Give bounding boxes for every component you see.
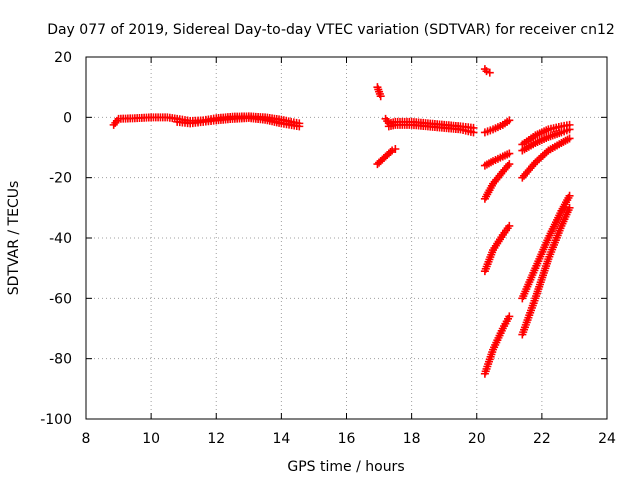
data-point: [505, 160, 514, 169]
x-tick-label: 20: [468, 431, 486, 447]
x-tick-label: 8: [82, 431, 91, 447]
x-tick-label: 10: [142, 431, 160, 447]
series-late2-60: [518, 191, 574, 303]
y-tick-labels: 20 0 -20 -40 -60 -80 -100: [40, 50, 72, 428]
y-tick-label: -80: [49, 352, 72, 368]
data-point: [485, 68, 494, 77]
data-points: [109, 65, 574, 378]
series-late-20b: [480, 149, 514, 170]
data-point: [376, 92, 385, 101]
series-mid-pass-b: [384, 120, 478, 137]
data-point: [542, 148, 551, 157]
data-point: [469, 128, 478, 137]
data-point: [565, 125, 574, 134]
x-tick-label: 14: [272, 431, 290, 447]
series-late-85: [480, 312, 514, 378]
data-point: [505, 221, 514, 230]
series-late2-upper-b: [518, 125, 574, 155]
data-point: [505, 116, 514, 125]
data-point: [295, 122, 304, 131]
series-late-50: [480, 221, 514, 276]
data-point: [386, 148, 395, 157]
y-tick-label: 20: [54, 50, 72, 66]
x-axis-label: GPS time / hours: [287, 459, 404, 475]
grid-lines: [86, 57, 607, 419]
x-tick-label: 22: [533, 431, 551, 447]
data-point: [565, 191, 574, 200]
series-spike-high: [373, 83, 385, 101]
x-tick-label: 18: [403, 431, 421, 447]
series-early-pass-b: [173, 113, 304, 131]
data-point: [565, 203, 574, 212]
y-tick-label: 0: [63, 110, 72, 126]
data-point: [565, 134, 574, 143]
x-tick-labels: 8 10 12 14 16 18 20 22 24: [82, 431, 616, 447]
y-tick-label: -100: [40, 412, 72, 428]
series-late-27: [480, 160, 514, 203]
series-late-upper: [480, 116, 514, 137]
x-tick-label: 12: [207, 431, 225, 447]
series-spike-low: [373, 145, 400, 169]
series-late-flat-top: [480, 65, 494, 77]
x-tick-label: 24: [598, 431, 616, 447]
data-point: [505, 312, 514, 321]
y-tick-label: -60: [49, 291, 72, 307]
y-tick-label: -40: [49, 231, 72, 247]
series-late2-72: [518, 203, 574, 339]
chart-title: Day 077 of 2019, Sidereal Day-to-day VTE…: [47, 22, 615, 38]
series-late2-20: [518, 134, 574, 182]
data-point: [391, 145, 400, 154]
data-point: [505, 149, 514, 158]
y-tick-label: -20: [49, 171, 72, 187]
y-axis-label: SDTVAR / TECUs: [6, 181, 22, 296]
x-tick-label: 16: [338, 431, 356, 447]
plot-frame: [85, 56, 608, 420]
series-late2-upper-a: [518, 120, 574, 149]
